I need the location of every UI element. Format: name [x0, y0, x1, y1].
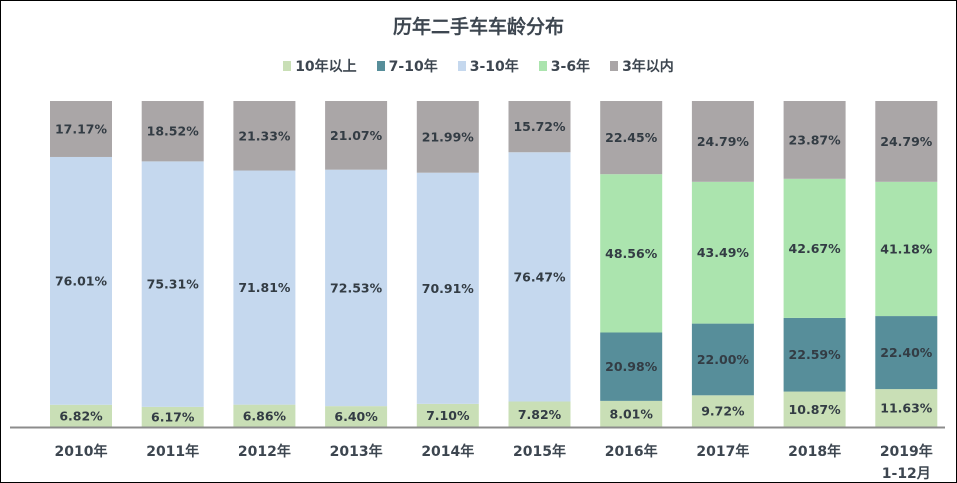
data-label: 21.33% — [238, 128, 291, 143]
bar-segment — [508, 152, 571, 402]
data-label: 22.45% — [605, 130, 658, 145]
legend-item: 3-6年 — [538, 56, 591, 76]
x-tick-label: 2012年 — [238, 443, 291, 460]
data-label: 6.82% — [59, 408, 103, 423]
bar-segment — [50, 156, 112, 405]
data-label: 76.01% — [55, 273, 108, 288]
bar-segment — [50, 404, 112, 427]
data-label: 6.17% — [151, 409, 195, 424]
data-label: 22.59% — [789, 347, 842, 362]
data-label: 71.81% — [238, 280, 291, 295]
bar-segment — [600, 332, 663, 401]
data-label: 6.40% — [334, 409, 378, 424]
legend: 10年以上 7-10年 3-10年 3-6年 3年以内 — [0, 56, 957, 76]
legend-item: 3-10年 — [457, 56, 519, 76]
legend-item: 7-10年 — [376, 56, 438, 76]
legend-swatch — [610, 61, 619, 71]
bar-segment — [783, 101, 846, 179]
bar-segment — [875, 316, 938, 390]
legend-item: 3年以内 — [610, 56, 674, 76]
data-label: 21.99% — [422, 129, 475, 144]
data-label: 7.10% — [426, 408, 470, 423]
data-label: 76.47% — [513, 269, 566, 284]
x-tick-label: 2017年 — [696, 443, 749, 460]
legend-label: 7-10年 — [388, 59, 438, 75]
data-label: 22.40% — [880, 345, 933, 360]
bar-segment — [141, 101, 204, 162]
legend-label: 3-6年 — [550, 59, 591, 75]
data-label: 42.67% — [789, 241, 842, 256]
bar-segment — [325, 406, 388, 427]
data-label: 9.72% — [701, 404, 745, 419]
bar-segment — [691, 323, 754, 396]
bar-segment — [50, 101, 112, 157]
data-label: 41.18% — [880, 241, 933, 256]
bar-segment — [691, 395, 754, 427]
x-tick-label: 1-12月 — [882, 466, 931, 482]
data-label: 18.52% — [147, 124, 200, 139]
x-tick-label: 2018年 — [788, 443, 841, 460]
x-tick-label: 2014年 — [421, 443, 474, 460]
x-tick-label: 2015年 — [513, 443, 566, 460]
data-label: 15.72% — [513, 119, 566, 134]
x-tick-label: 2019年 — [880, 443, 933, 460]
data-label: 24.79% — [697, 134, 750, 149]
bar-segment — [508, 101, 571, 153]
legend-label: 10年以上 — [295, 59, 357, 75]
legend-label: 3年以内 — [622, 59, 674, 75]
bar-segment — [141, 406, 204, 427]
legend-swatch — [457, 61, 466, 71]
bar-segment — [233, 404, 296, 427]
data-label: 17.17% — [55, 121, 108, 136]
legend-swatch — [538, 61, 547, 71]
bar-segment — [233, 170, 296, 405]
legend-swatch — [376, 61, 385, 71]
data-label: 11.63% — [880, 401, 933, 416]
data-label: 24.79% — [880, 134, 933, 149]
bar-segment — [416, 403, 479, 427]
bar-segment — [875, 181, 938, 317]
data-label: 6.86% — [243, 408, 287, 423]
x-tick-label: 2011年 — [146, 443, 199, 460]
data-label: 72.53% — [330, 280, 383, 295]
data-label: 48.56% — [605, 246, 658, 261]
bar-segment — [875, 389, 938, 427]
bar-segment — [783, 178, 846, 318]
bar-segment — [325, 101, 388, 170]
legend-label: 3-10年 — [469, 59, 519, 75]
data-label: 21.07% — [330, 128, 383, 143]
bar-segment — [783, 317, 846, 392]
data-label: 75.31% — [147, 277, 200, 292]
data-label: 20.98% — [605, 359, 658, 374]
bar-segment — [416, 172, 479, 404]
chart-title: 历年二手车车龄分布 — [392, 16, 564, 38]
bar-segment — [600, 101, 663, 175]
bar-segment — [783, 391, 846, 427]
bar-segment — [691, 101, 754, 182]
data-label: 8.01% — [610, 406, 654, 421]
data-label: 23.87% — [789, 132, 842, 147]
bar-segment — [416, 101, 479, 173]
bar-segment — [875, 101, 938, 182]
data-label: 10.87% — [789, 402, 842, 417]
data-label: 43.49% — [697, 245, 750, 260]
bar-segment — [233, 101, 296, 171]
x-tick-label: 2010年 — [55, 443, 108, 460]
bar-segment — [141, 161, 204, 407]
data-label: 22.00% — [697, 352, 750, 367]
data-label: 7.82% — [518, 407, 562, 422]
bar-segment — [600, 400, 663, 427]
x-tick-label: 2016年 — [605, 443, 658, 460]
bar-segment — [600, 174, 663, 333]
bar-segment — [325, 169, 388, 407]
bar-segment — [508, 401, 571, 427]
x-tick-label: 2013年 — [330, 443, 383, 460]
legend-item: 10年以上 — [283, 56, 357, 76]
legend-swatch — [283, 61, 292, 71]
data-label: 70.91% — [422, 281, 475, 296]
bar-segment — [691, 181, 754, 324]
